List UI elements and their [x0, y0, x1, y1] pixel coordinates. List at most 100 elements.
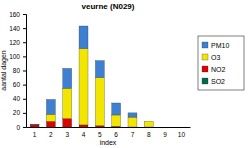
x-tick-label: 2 — [49, 131, 53, 138]
legend-label: PM10 — [211, 42, 229, 49]
y-tick: 100 — [9, 53, 26, 60]
x-tick-label: 3 — [65, 131, 69, 138]
bar — [63, 88, 72, 118]
series-bars — [46, 49, 153, 127]
x-tick-label: 10 — [178, 131, 186, 138]
bar — [79, 125, 88, 127]
y-tick-line — [23, 14, 26, 15]
y-tick-label: 60 — [13, 81, 21, 88]
y-tick: 120 — [9, 39, 26, 46]
series-bars — [30, 26, 137, 125]
legend-label: O3 — [211, 54, 220, 61]
x-axis-title: index — [100, 139, 117, 146]
bar — [177, 127, 186, 128]
bar — [177, 127, 186, 128]
legend-swatch — [202, 66, 208, 72]
y-axis: 0 20 40 60 80 100 120 140 160 — [9, 11, 26, 131]
y-tick-line — [23, 71, 26, 72]
y-tick-label: 140 — [9, 25, 20, 32]
y-tick-line — [23, 42, 26, 43]
bar — [95, 61, 104, 78]
bar — [161, 127, 170, 128]
y-tick: 60 — [13, 81, 26, 88]
x-tick: 2 — [49, 127, 53, 138]
bar — [112, 115, 121, 126]
y-tick-label: 20 — [13, 109, 21, 116]
y-tick-label: 40 — [13, 95, 21, 102]
x-tick: 10 — [178, 127, 186, 138]
bar — [79, 49, 88, 125]
x-tick-label: 7 — [131, 131, 135, 138]
bar — [177, 127, 186, 128]
x-tick-label: 8 — [147, 131, 151, 138]
bar — [63, 68, 72, 88]
x-tick: 4 — [82, 127, 86, 138]
x-tick: 1 — [33, 127, 37, 138]
bar — [161, 127, 170, 128]
x-tick: 9 — [163, 127, 167, 138]
bar — [112, 127, 121, 128]
y-tick-label: 120 — [9, 39, 20, 46]
bar — [144, 121, 153, 127]
bar — [30, 125, 39, 127]
bar — [95, 127, 104, 128]
bar — [63, 119, 72, 127]
y-tick: 40 — [13, 95, 26, 102]
x-tick-label: 4 — [82, 131, 86, 138]
y-tick-line — [23, 85, 26, 86]
y-tick: 160 — [9, 11, 26, 18]
bars — [30, 26, 153, 127]
plot: 0 20 40 60 80 100 120 140 160 1 2 3 4 5 6 7 8 9 10 — [9, 11, 190, 139]
y-tick-line — [23, 28, 26, 29]
y-tick-label: 80 — [13, 67, 21, 74]
bar — [46, 114, 55, 121]
y-tick-line — [23, 56, 26, 57]
bar — [46, 121, 55, 127]
bar — [79, 26, 88, 49]
legend-swatch — [202, 42, 208, 48]
bar — [30, 124, 39, 126]
x-tick: 6 — [114, 127, 118, 138]
y-tick-label: 100 — [9, 53, 20, 60]
x-tick-label: 5 — [98, 131, 102, 138]
y-tick: 140 — [9, 25, 26, 32]
x-tick-label: 1 — [33, 131, 37, 138]
bar — [144, 121, 153, 122]
x-tick-label: 9 — [163, 131, 167, 138]
legend: PM10 O3 NO2 SO2 — [198, 36, 244, 90]
y-axis-line — [23, 15, 27, 128]
x-axis-line — [27, 127, 191, 128]
bar — [177, 127, 186, 128]
y-tick: 0 — [16, 124, 26, 131]
bar — [112, 103, 121, 115]
series-bars — [30, 119, 121, 127]
bar — [128, 113, 137, 117]
x-tick: 7 — [131, 127, 135, 138]
bar — [30, 124, 39, 125]
bar — [95, 78, 104, 126]
y-tick: 20 — [13, 109, 26, 116]
legend-swatch — [202, 78, 208, 84]
legend-label: SO2 — [211, 78, 225, 85]
y-tick-label: 0 — [16, 124, 20, 131]
title: veurne (N029) — [82, 2, 135, 11]
y-tick-label: 160 — [9, 11, 20, 18]
bar — [46, 99, 55, 114]
y-tick-line — [23, 99, 26, 100]
y-tick-line — [23, 127, 26, 128]
y-tick: 80 — [13, 67, 26, 74]
x-tick-label: 6 — [114, 131, 118, 138]
x-tick: 3 — [65, 127, 69, 138]
x-tick: 5 — [98, 127, 102, 138]
y-axis-title: aantal dagen — [0, 50, 8, 91]
legend-swatch — [202, 54, 208, 60]
x-tick: 8 — [147, 127, 151, 138]
bar — [95, 126, 104, 127]
y-tick-line — [23, 113, 26, 114]
bar — [128, 117, 137, 127]
legend-label: NO2 — [211, 66, 226, 73]
bar — [161, 127, 170, 128]
legend-box — [198, 36, 244, 90]
bar — [161, 127, 170, 128]
x-axis: 1 2 3 4 5 6 7 8 9 10 — [27, 127, 191, 138]
